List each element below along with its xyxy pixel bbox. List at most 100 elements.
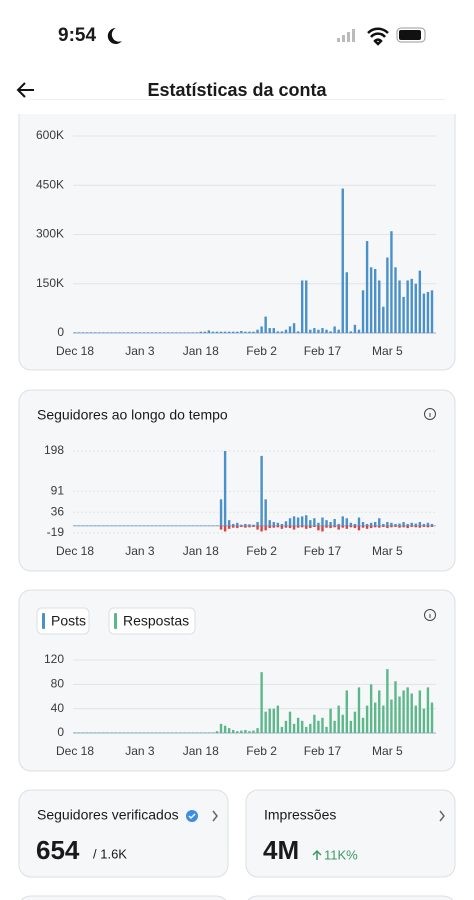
x-tick-label: Dec 18 xyxy=(56,744,94,758)
bar xyxy=(219,525,223,530)
bar xyxy=(175,332,178,333)
bar xyxy=(191,732,194,733)
y-tick-label: 198 xyxy=(44,443,64,457)
y-tick-label: 40 xyxy=(51,701,65,715)
bar xyxy=(280,726,284,733)
bar xyxy=(126,732,129,733)
bar xyxy=(305,525,308,529)
bar xyxy=(394,525,397,527)
bar xyxy=(264,316,267,333)
bar xyxy=(349,331,353,333)
bar xyxy=(260,672,263,733)
bar xyxy=(300,720,304,733)
bar xyxy=(280,331,284,333)
bar xyxy=(171,332,174,333)
bar xyxy=(357,517,361,526)
bar xyxy=(309,329,312,333)
bar xyxy=(321,525,324,532)
bar xyxy=(179,732,182,733)
bar xyxy=(325,726,328,733)
bar xyxy=(256,525,259,530)
bar xyxy=(232,523,235,526)
bar xyxy=(94,332,97,333)
x-tick-label: Dec 18 xyxy=(56,344,94,358)
stat-card[interactable] xyxy=(18,789,229,878)
bar xyxy=(345,690,349,733)
bar xyxy=(418,525,422,528)
x-tick-label: Mar 5 xyxy=(372,544,403,558)
bar xyxy=(349,720,353,733)
bar xyxy=(337,525,340,530)
bar xyxy=(402,522,405,526)
y-tick-label: 300K xyxy=(36,227,64,241)
chevron xyxy=(439,810,445,822)
stat-card[interactable] xyxy=(245,789,456,878)
bar xyxy=(410,693,413,733)
bar xyxy=(203,331,207,333)
bar xyxy=(272,522,275,526)
bar xyxy=(154,332,158,333)
legend-label: Respostas xyxy=(123,613,189,629)
bar xyxy=(309,520,312,526)
bar xyxy=(126,332,129,333)
bar xyxy=(321,517,324,526)
x-tick-label: Feb 17 xyxy=(304,344,342,358)
info-icon[interactable] xyxy=(424,609,436,621)
bar xyxy=(365,705,369,733)
bar xyxy=(252,525,255,527)
bar xyxy=(382,523,385,526)
bar xyxy=(394,523,397,526)
x-tick-label: Jan 18 xyxy=(183,344,219,358)
x-tick-label: Mar 5 xyxy=(372,344,403,358)
bar xyxy=(134,732,138,733)
bar xyxy=(292,723,296,733)
legend-item[interactable] xyxy=(36,607,90,635)
bar xyxy=(171,732,174,733)
bar xyxy=(248,731,251,733)
bar xyxy=(264,525,267,531)
bar xyxy=(402,296,405,333)
chevron xyxy=(212,810,218,822)
info-icon[interactable] xyxy=(424,408,436,420)
stat-card xyxy=(247,895,454,900)
bar xyxy=(333,326,336,333)
bar xyxy=(207,732,211,733)
bar xyxy=(390,699,393,733)
bar xyxy=(374,702,377,733)
legend-label: Posts xyxy=(51,613,86,629)
back-button[interactable] xyxy=(16,82,34,98)
bar xyxy=(138,732,142,733)
bar xyxy=(305,515,308,526)
bar xyxy=(179,332,182,333)
x-tick-label: Feb 2 xyxy=(246,544,277,558)
bar xyxy=(349,522,353,526)
bar xyxy=(337,329,340,333)
bar xyxy=(337,705,340,733)
bar xyxy=(288,518,292,526)
bar xyxy=(142,732,146,733)
bar xyxy=(154,732,158,733)
bar xyxy=(114,332,117,333)
bar xyxy=(357,525,361,531)
legend-item[interactable] xyxy=(108,607,196,635)
bar xyxy=(426,291,430,333)
bar xyxy=(296,331,300,333)
y-tick-label: 600K xyxy=(36,128,64,142)
bar xyxy=(410,278,413,333)
bar xyxy=(256,522,259,526)
bar xyxy=(102,332,105,333)
bar xyxy=(337,523,340,526)
bar xyxy=(199,732,202,733)
bar xyxy=(268,328,271,333)
bar xyxy=(321,717,324,733)
bar xyxy=(248,525,251,528)
bar xyxy=(345,525,349,529)
bar xyxy=(369,267,373,333)
bar xyxy=(426,687,430,733)
bar xyxy=(219,331,223,333)
bar xyxy=(426,525,430,528)
bar xyxy=(406,687,409,733)
bar xyxy=(240,331,243,333)
bar xyxy=(219,499,223,526)
bar xyxy=(211,732,215,733)
